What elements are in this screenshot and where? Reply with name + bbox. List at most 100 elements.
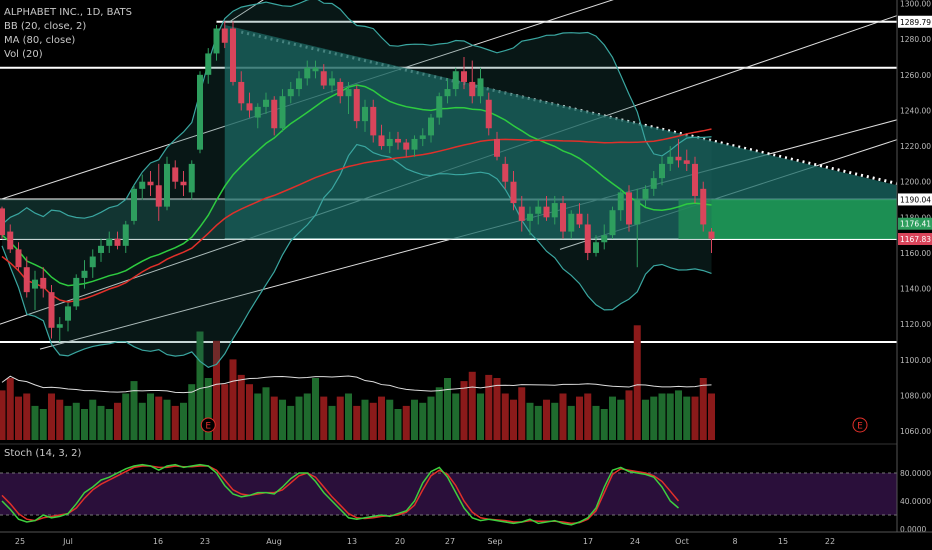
volume-bar — [72, 402, 80, 440]
volume-bar — [435, 387, 443, 440]
price-tick-label: 1060.00 — [900, 427, 931, 436]
candle-body — [56, 324, 63, 328]
candle-body — [15, 249, 22, 268]
candle-body — [378, 135, 385, 147]
ma80-line — [1, 128, 712, 303]
candle-body — [601, 235, 608, 243]
volume-bar — [361, 399, 369, 440]
volume-bar — [163, 399, 171, 440]
volume-bar — [221, 384, 229, 440]
stoch-legend[interactable]: Stoch (14, 3, 2) — [4, 448, 82, 459]
candle-body — [131, 188, 137, 221]
volume-bar — [658, 393, 666, 440]
price-tick-label: 1200.00 — [900, 178, 931, 187]
candle-body — [626, 192, 632, 225]
volume-bar — [122, 393, 130, 440]
volume-bar — [130, 381, 138, 440]
volume-bar — [452, 393, 460, 440]
candle-body — [386, 138, 393, 147]
bb-fill — [2, 0, 712, 368]
candle-body — [419, 135, 426, 139]
volume-bar — [6, 378, 14, 440]
time-tick-label: 24 — [630, 537, 640, 546]
stoch-k-line — [1, 463, 679, 526]
candle-body — [650, 178, 657, 189]
candle-body — [345, 89, 352, 97]
volume-bar — [81, 409, 88, 440]
volume-bar — [444, 378, 451, 440]
volume-bar — [345, 393, 352, 440]
volume-bar — [477, 393, 484, 440]
price-tick-label: 1080.00 — [900, 391, 931, 400]
candle-body — [708, 231, 715, 239]
candle-body — [692, 163, 698, 196]
volume-bar — [402, 405, 410, 440]
candle-body — [518, 206, 525, 221]
candle-body — [98, 245, 104, 253]
candle-body — [477, 78, 484, 97]
candle-body — [675, 156, 682, 161]
volume-bar — [180, 402, 187, 440]
candle-body — [560, 203, 566, 232]
volume-bar — [31, 405, 39, 440]
volume-bar — [600, 409, 608, 440]
candle-body — [238, 81, 245, 104]
price-label: 1190.04 — [900, 195, 931, 204]
legend-bb[interactable]: BB (20, close, 2) — [4, 21, 87, 32]
candle-body — [0, 208, 5, 236]
candle-body — [139, 181, 146, 189]
bb-upper — [1, 0, 712, 225]
volume-bar — [155, 396, 163, 440]
candle-body — [642, 188, 649, 200]
legend-symbol[interactable]: ALPHABET INC., 1D, BATS — [4, 7, 133, 18]
legend-vol[interactable]: Vol (20) — [4, 49, 43, 60]
candle-body — [659, 163, 665, 179]
candle-body — [213, 28, 220, 54]
candle-body — [23, 267, 30, 293]
candle-body — [403, 142, 410, 150]
candle-body — [81, 270, 88, 278]
volume-bar — [386, 399, 394, 440]
price-tick-label: 1120.00 — [900, 320, 931, 329]
price-axis-bg — [897, 0, 932, 550]
volume-bar — [48, 393, 55, 440]
candle-body — [296, 78, 302, 90]
candle-body — [584, 224, 591, 253]
legend-ma[interactable]: MA (80, close) — [4, 35, 76, 46]
candle-body — [263, 99, 269, 107]
volume-bar — [543, 399, 550, 440]
price-label-bg — [898, 233, 932, 246]
candle-body — [188, 163, 195, 193]
volume-bar — [39, 409, 47, 440]
candle-body — [370, 106, 377, 136]
time-tick-label: Oct — [675, 537, 689, 546]
time-tick-label: 15 — [778, 537, 788, 546]
volume-bar — [262, 387, 270, 440]
volume-bar — [204, 378, 212, 440]
volume-bar — [353, 405, 361, 440]
candle-body — [337, 81, 344, 97]
volume-bar — [15, 396, 22, 440]
volume-bar — [147, 393, 154, 440]
price-label: 1176.41 — [900, 220, 931, 229]
time-tick-label: 16 — [153, 537, 163, 546]
candle-body — [205, 53, 212, 75]
candle-body — [287, 89, 294, 97]
time-tick-label: 27 — [445, 537, 455, 546]
time-tick-label: Sep — [487, 537, 502, 546]
volume-bar — [287, 405, 295, 440]
chart-legend: ALPHABET INC., 1D, BATS BB (20, close, 2… — [4, 6, 132, 62]
candle-body — [494, 138, 500, 157]
volume-bar — [691, 396, 699, 440]
volume-bar — [460, 381, 468, 440]
volume-bar — [295, 396, 303, 440]
price-tick-label: 1140.00 — [900, 285, 931, 294]
candle-body — [609, 210, 616, 236]
candle-body — [48, 292, 55, 328]
volume-bar — [394, 409, 402, 440]
volume-bar — [89, 399, 97, 440]
volume-bar — [609, 396, 616, 440]
time-tick-label: 23 — [200, 537, 210, 546]
stoch-tick-label: 40.0000 — [900, 497, 931, 506]
